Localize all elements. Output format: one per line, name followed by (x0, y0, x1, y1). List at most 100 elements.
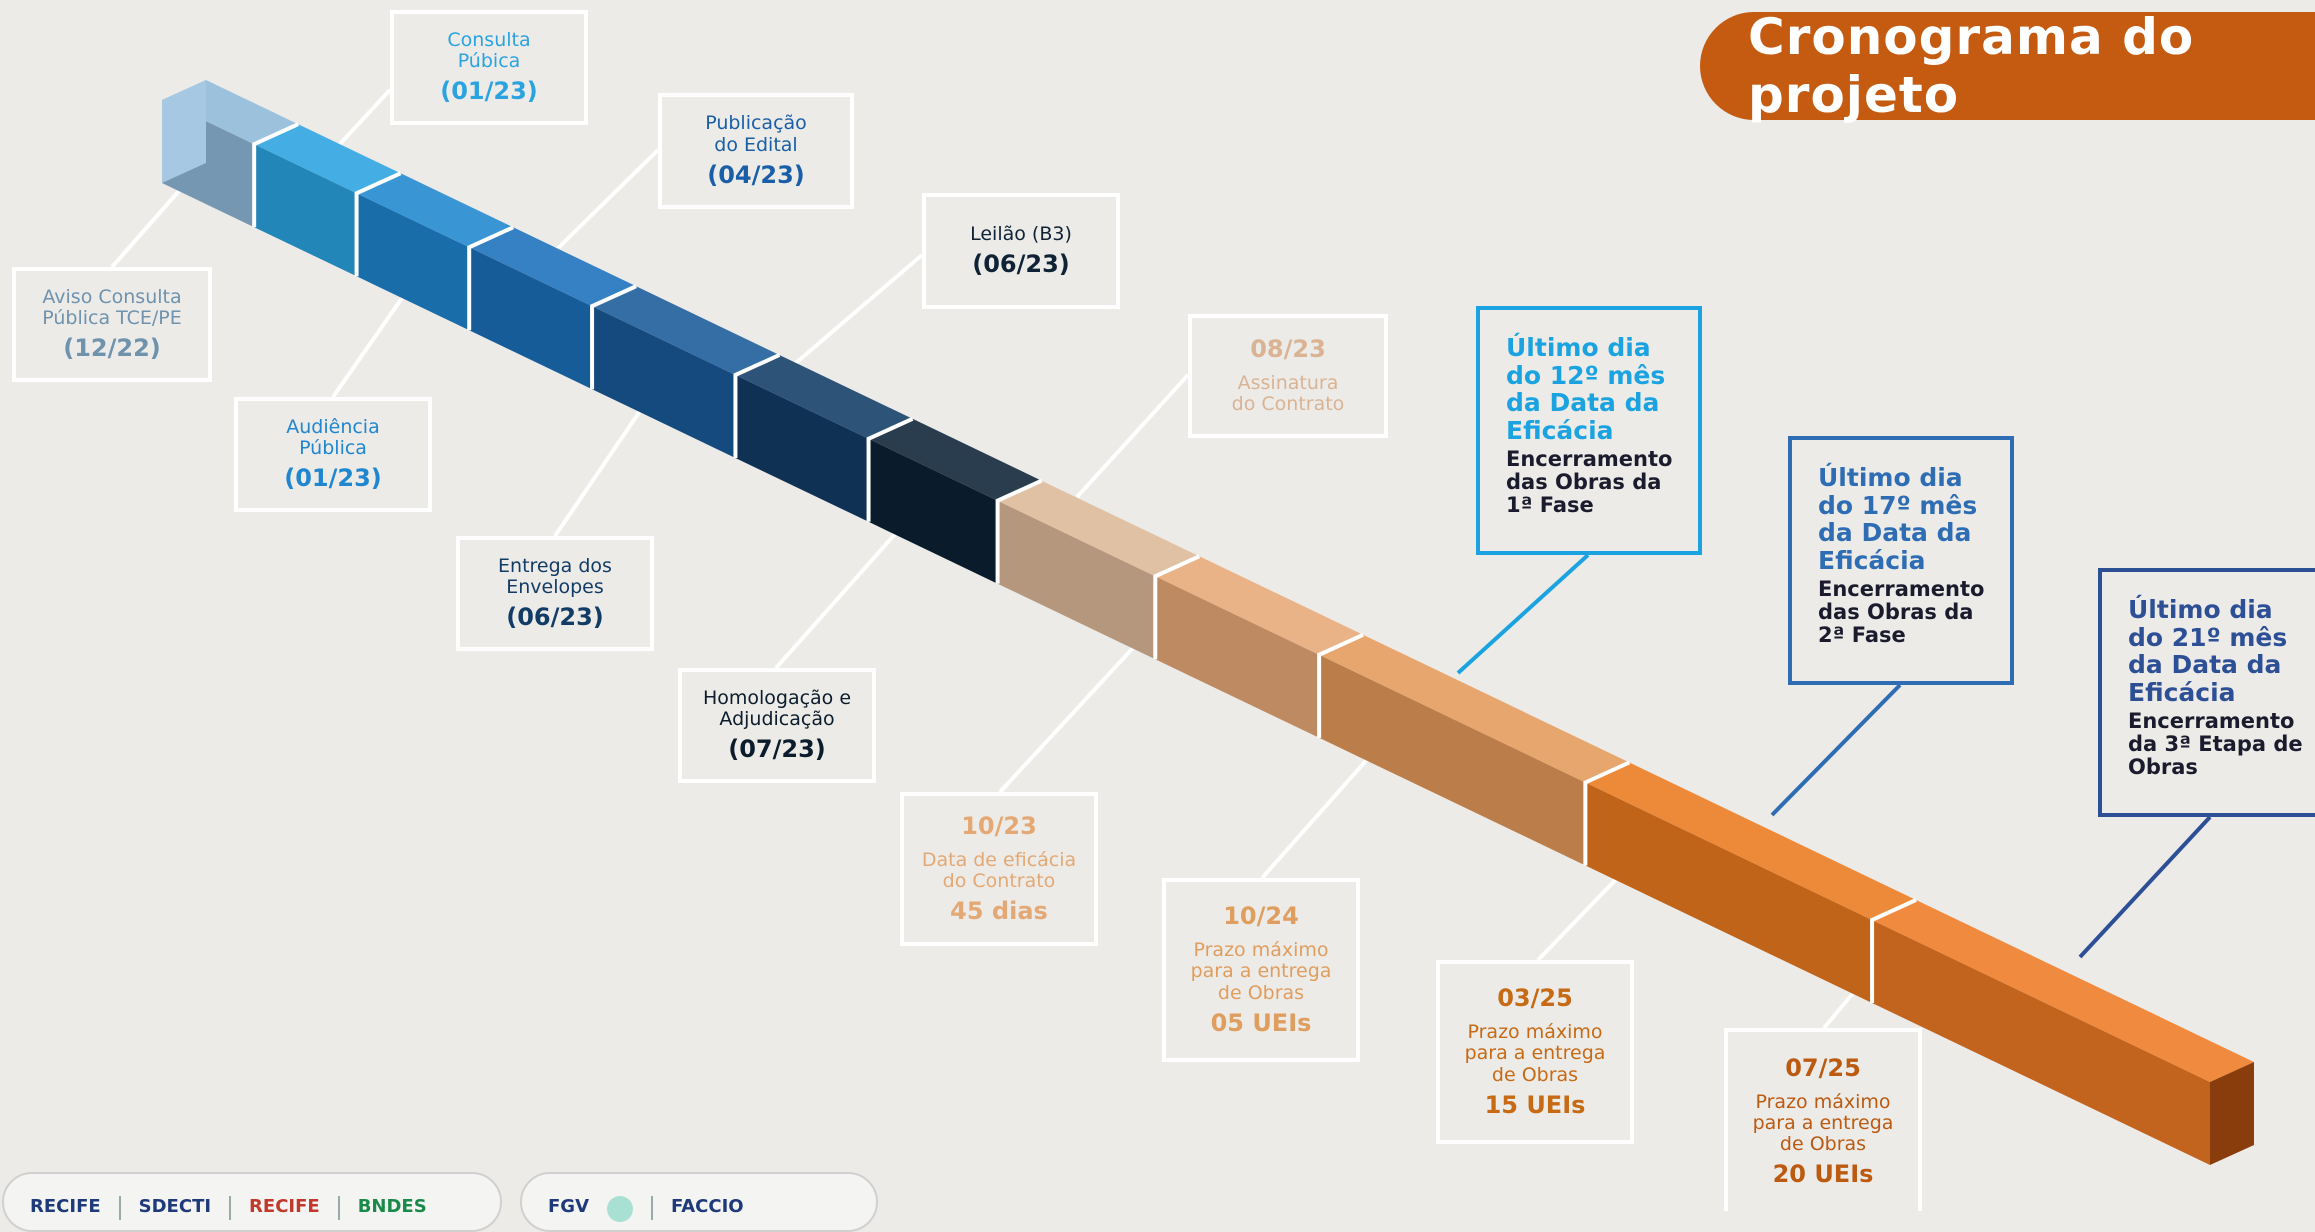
logo-sdecti: SDECTI (138, 1196, 212, 1217)
bar-segment-divider (354, 171, 402, 277)
callout-heading: Último dia do 12º mês da Data da Eficáci… (1506, 333, 1666, 445)
callout-heading: Último dia do 21º mês da Data da Eficáci… (2128, 595, 2288, 707)
milestone-publicacao: Publicação do Edital (04/23) (658, 93, 854, 209)
sponsor-logos-left: RECIFE SDECTI RECIFE BNDES (2, 1172, 502, 1232)
milestone-date: (01/23) (440, 77, 538, 106)
milestone-prazo-15: 03/25 Prazo máximo para a entrega de Obr… (1436, 960, 1634, 1144)
milestone-date: (12/22) (63, 334, 161, 363)
sponsor-logos-right: FGV FACCIO (520, 1172, 878, 1232)
bar-segment-divider (995, 478, 1043, 584)
logo-bndes: BNDES (357, 1196, 427, 1217)
bar-segment-front (356, 193, 470, 331)
bar-end-cap-left (162, 80, 206, 183)
logo-recife-parcerias: RECIFE (249, 1196, 320, 1217)
milestone-prazo-05: 10/24 Prazo máximo para a entrega de Obr… (1162, 878, 1360, 1062)
milestone-label: Aviso Consulta Pública TCE/PE (42, 285, 182, 330)
milestone-date: (06/23) (506, 603, 604, 632)
milestone-label: Entrega dos Envelopes (498, 554, 612, 599)
callout-heading: Último dia do 17º mês da Data da Eficáci… (1818, 463, 1978, 575)
milestone-homologacao: Homologação e Adjudicação (07/23) (678, 668, 876, 783)
callout-sub: Encerramento da 3ª Etapa de Obras (2128, 709, 2303, 780)
milestone-label: Consulta Púbica (447, 28, 531, 73)
milestone-label: Publicação do Edital (705, 112, 807, 156)
bar-segment-top (592, 286, 780, 375)
logo-fgv: FGV (548, 1196, 590, 1217)
milestone-extra: 45 dias (950, 897, 1048, 926)
bar-segment-front (254, 144, 357, 277)
milestone-date: (01/23) (284, 464, 382, 493)
milestone-date: (07/23) (728, 735, 826, 764)
callout-sub: Encerramento das Obras da 2ª Fase (1818, 577, 1985, 648)
callout-sub: Encerramento das Obras da 1ª Fase (1506, 447, 1673, 518)
bar-segment-divider (866, 416, 914, 522)
milestone-label: Prazo máximo para a entrega de Obras (1752, 1090, 1894, 1156)
connector-line (788, 253, 924, 370)
bar-segment-front (469, 247, 593, 390)
bar-segment-divider (1870, 898, 1917, 1003)
milestone-date: (04/23) (707, 160, 805, 189)
bar-segment-top (356, 173, 514, 248)
logo-recife: RECIFE (30, 1196, 101, 1217)
bar-segment-top (1585, 762, 1917, 920)
bar-segment-front (735, 375, 869, 522)
milestone-date: 07/25 (1785, 1053, 1861, 1082)
bar-segment-divider (733, 353, 781, 458)
milestone-date: 08/23 (1250, 335, 1326, 364)
bar-segment-front (1155, 576, 1320, 738)
logo-faccio: FACCIO (671, 1196, 744, 1217)
milestone-label: Audiência Pública (286, 415, 380, 460)
connector-line (1770, 683, 1902, 817)
bar-segment-front (592, 306, 736, 458)
bar-segment-top (1155, 556, 1364, 655)
bar-end-cap-right (2210, 1062, 2254, 1165)
milestone-leilao: Leilão (B3) (06/23) (922, 193, 1120, 309)
callout-fase-3: Último dia do 21º mês da Data da Eficáci… (2098, 568, 2315, 817)
bar-segment-divider (467, 225, 515, 331)
milestone-label: Prazo máximo para a entrega de Obras (1464, 1021, 1606, 1086)
logo-circle-icon (607, 1196, 634, 1222)
bar-segment-front (997, 500, 1156, 660)
bar-segment-top (1872, 900, 2254, 1082)
milestone-prazo-20: 07/25 Prazo máximo para a entrega de Obr… (1724, 1028, 1922, 1211)
milestone-label: Leilão (B3) (970, 222, 1072, 245)
bar-segment-top (1319, 634, 1630, 783)
milestone-audiencia: Audiência Pública (01/23) (234, 397, 432, 512)
bar-segment-divider (252, 122, 299, 228)
callout-fase-2: Último dia do 17º mês da Data da Eficáci… (1788, 436, 2014, 685)
bar-segment-top (868, 418, 1042, 501)
milestone-label: Assinatura do Contrato (1231, 372, 1345, 416)
bar-segment-divider (1317, 633, 1364, 738)
milestone-extra: 05 UEIs (1210, 1008, 1312, 1037)
milestone-date: 03/25 (1497, 984, 1573, 1013)
milestone-entrega: Entrega dos Envelopes (06/23) (456, 536, 654, 651)
page-title: Cronograma do projeto (1700, 8, 2315, 124)
milestone-assinatura: 08/23 Assinatura do Contrato (1188, 314, 1388, 438)
bar-segment-front (1872, 920, 2210, 1165)
bar-segment-divider (1153, 554, 1201, 660)
callout-fase-1: Último dia do 12º mês da Data da Eficáci… (1476, 306, 1702, 555)
milestone-aviso: Aviso Consulta Pública TCE/PE (12/22) (12, 267, 212, 382)
milestone-date: 10/24 (1223, 902, 1299, 931)
milestone-label: Homologação e Adjudicação (702, 686, 852, 731)
milestone-date: 10/23 (961, 811, 1037, 840)
bar-segment-front (868, 438, 998, 584)
milestone-eficacia: 10/23 Data de eficácia do Contrato 45 di… (900, 792, 1098, 946)
bar-segment-top (254, 124, 401, 194)
bar-segment-front (1319, 654, 1586, 866)
bar-segment-front (1585, 782, 1873, 1003)
bar-segment-top (735, 355, 913, 439)
bar-segment-top (997, 480, 1200, 577)
title-text: Cronograma do projeto (1748, 8, 2195, 124)
bar-segment-divider (590, 284, 637, 390)
milestone-label: Prazo máximo para a entrega de Obras (1190, 939, 1332, 1004)
milestone-consulta: Consulta Púbica (01/23) (390, 10, 588, 125)
bar-segment-divider (1583, 760, 1631, 866)
connector-line (546, 148, 660, 260)
connector-line (1456, 553, 1590, 675)
milestone-extra: 20 UEIs (1772, 1160, 1874, 1189)
milestone-label: Data de eficácia do Contrato (921, 848, 1077, 892)
connector-line (2078, 815, 2212, 959)
milestone-date: (06/23) (972, 250, 1070, 279)
connector-line (1075, 373, 1190, 499)
